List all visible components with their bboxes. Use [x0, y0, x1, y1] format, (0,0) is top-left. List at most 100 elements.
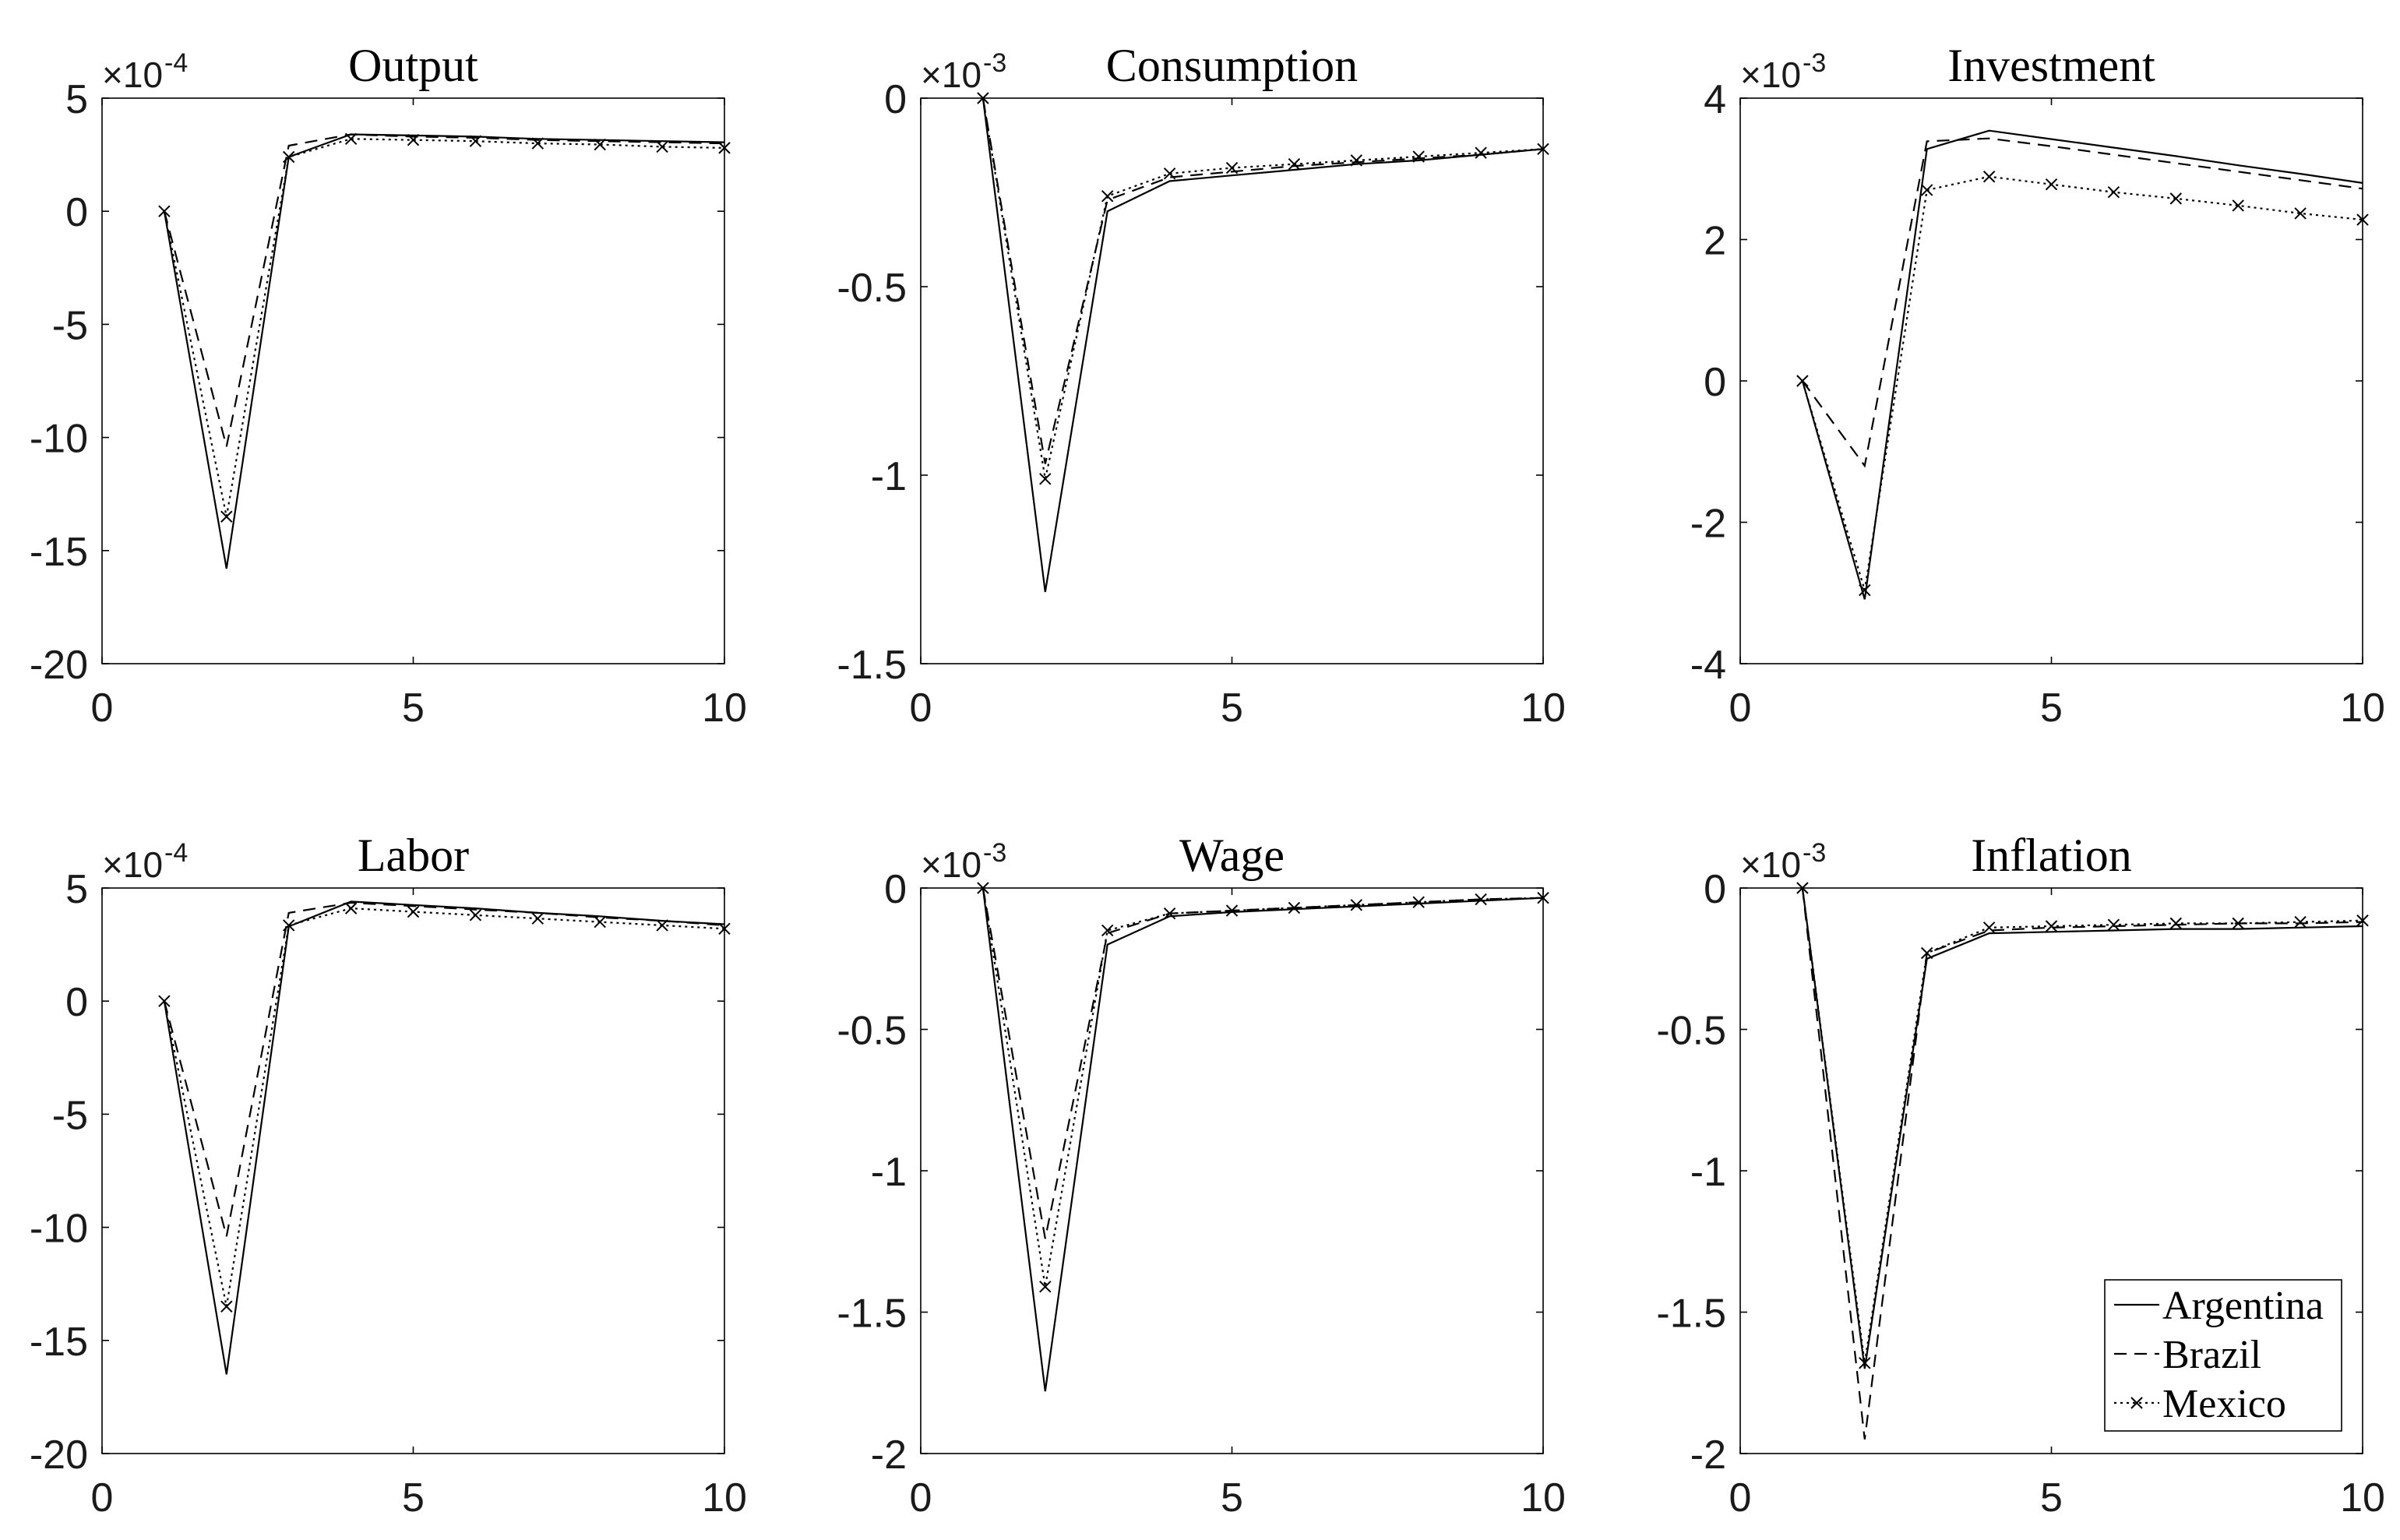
data-point-marker-mexico: [282, 919, 295, 932]
data-point-marker-mexico: [469, 909, 482, 922]
data-point-marker-mexico: [469, 135, 482, 147]
data-point-marker-mexico: [1163, 167, 1176, 180]
data-point-marker-mexico: [1350, 154, 1363, 167]
y-tick-label: 2: [1704, 219, 1726, 264]
axes-frame: [920, 887, 1544, 1454]
y-tick-label: -4: [1690, 643, 1726, 688]
x-tick-label: 0: [91, 1475, 114, 1521]
x-tick-label: 5: [2040, 685, 2063, 731]
data-point-marker-mexico: [1101, 190, 1114, 203]
data-point-marker-mexico: [2232, 917, 2244, 930]
y-tick-label: -5: [52, 1093, 88, 1138]
y-tick-label: -5: [52, 303, 88, 348]
legend: Argentina Brazil Mexico: [2104, 1279, 2342, 1432]
x-tick-label: 10: [2340, 685, 2385, 731]
exponent-multiplier: ×10: [1740, 844, 1801, 885]
subplot-investment: 0 5 10 4 2 0 -2 -4 Investment ×10 -3: [1690, 40, 2385, 731]
y-tick-label: -20: [30, 643, 88, 688]
legend-label-argentina: Argentina: [2162, 1284, 2324, 1328]
data-point-marker-mexico: [1920, 184, 1933, 196]
data-point-marker-mexico: [1288, 901, 1301, 914]
data-point-marker-mexico: [594, 138, 606, 151]
exponent-power: -3: [983, 48, 1006, 78]
axes-frame: [1739, 97, 2363, 664]
y-tick-label: 4: [1704, 77, 1726, 122]
exponent-power: -4: [164, 838, 188, 868]
subplot-title: Wage: [1179, 830, 1285, 881]
data-point-marker-mexico: [1412, 896, 1425, 908]
y-tick-label: -0.5: [837, 266, 907, 311]
x-tick-label: 0: [910, 1475, 932, 1521]
exponent-multiplier: ×10: [102, 55, 163, 95]
legend-label-mexico: Mexico: [2162, 1382, 2286, 1426]
data-point-marker-mexico: [344, 132, 358, 145]
y-tick-label: -1: [871, 1150, 907, 1195]
series-line-mexico: [163, 907, 725, 1307]
data-point-marker-mexico: [1039, 473, 1052, 485]
legend-label-brazil: Brazil: [2162, 1333, 2261, 1377]
data-point-marker-mexico: [531, 912, 544, 925]
y-tick-label: -20: [30, 1433, 88, 1478]
x-tick-label: 5: [402, 1475, 425, 1521]
x-tick-label: 10: [702, 1475, 747, 1521]
y-tick-label: -10: [30, 1207, 88, 1252]
y-tick-label: -15: [30, 530, 88, 575]
y-tick-label: 5: [65, 77, 88, 122]
data-point-marker-mexico: [1859, 1357, 1871, 1369]
data-point-marker-mexico: [1350, 899, 1363, 911]
data-point-marker-mexico: [2169, 192, 2183, 205]
data-point-marker-mexico: [158, 995, 171, 1007]
x-tick-label: 0: [1729, 685, 1752, 731]
data-point-marker-mexico: [594, 915, 606, 929]
data-point-marker-mexico: [2294, 915, 2307, 929]
axes-frame: [101, 887, 725, 1454]
data-point-marker-mexico: [1163, 907, 1176, 920]
data-point-marker-mexico: [1475, 146, 1487, 159]
subplot-labor: 0 5 10 5 0 -5 -10 -15 -20 Labor ×10 -4: [30, 830, 747, 1521]
data-point-marker-mexico: [2294, 207, 2307, 220]
data-point-marker-mexico: [2045, 178, 2058, 191]
series-line-argentina: [163, 133, 725, 569]
data-point-marker-mexico: [656, 140, 668, 153]
x-tick-label: 0: [91, 685, 114, 731]
series-line-argentina: [981, 887, 1544, 1392]
series-line-brazil: [981, 97, 1544, 464]
series-line-argentina: [981, 97, 1544, 593]
y-tick-label: -1.5: [837, 643, 907, 688]
data-point-marker-mexico: [1225, 161, 1239, 174]
subplot-title: Investment: [1947, 40, 2155, 91]
series-line-mexico: [163, 138, 725, 517]
x-tick-label: 5: [1221, 1475, 1243, 1521]
x-tick-label: 5: [1221, 685, 1243, 731]
exponent-multiplier: ×10: [921, 55, 981, 95]
axes-frame: [101, 97, 725, 664]
data-point-marker-mexico: [220, 510, 233, 523]
legend-entry-mexico: Mexico: [2114, 1382, 2286, 1426]
x-tick-label: 5: [402, 685, 425, 731]
y-tick-label: 0: [884, 867, 907, 912]
y-tick-label: -15: [30, 1320, 88, 1365]
y-tick-label: -1.5: [1656, 1292, 1726, 1337]
y-tick-label: -1: [871, 454, 907, 499]
axes-frame: [920, 97, 1544, 664]
data-point-marker-mexico: [220, 1300, 233, 1313]
series-line-brazil: [981, 887, 1544, 1239]
y-tick-label: 0: [1704, 867, 1726, 912]
data-point-marker-mexico: [1101, 924, 1114, 937]
subplot-consumption: 0 5 10 0 -0.5 -1 -1.5 Consumption ×10 -3: [837, 40, 1566, 731]
data-point-marker-mexico: [1039, 1281, 1052, 1293]
data-point-marker-mexico: [531, 137, 544, 150]
y-tick-label: 5: [65, 867, 88, 912]
data-point-marker-mexico: [1859, 583, 1871, 597]
series-line-argentina: [163, 900, 725, 1375]
subplot-inflation: 0 5 10 0 -0.5 -1 -1.5 -2 Inflation ×10 -3 Argentina…: [1656, 830, 2385, 1521]
y-tick-label: 0: [884, 77, 907, 122]
x-tick-label: 10: [1521, 1475, 1566, 1521]
exponent-multiplier: ×10: [1740, 55, 1801, 95]
data-point-marker-mexico: [1982, 922, 1996, 934]
data-point-marker-mexico: [1920, 946, 1933, 960]
series-line-mexico: [981, 97, 1544, 480]
exponent-multiplier: ×10: [102, 844, 163, 885]
data-point-marker-mexico: [1982, 171, 1996, 183]
